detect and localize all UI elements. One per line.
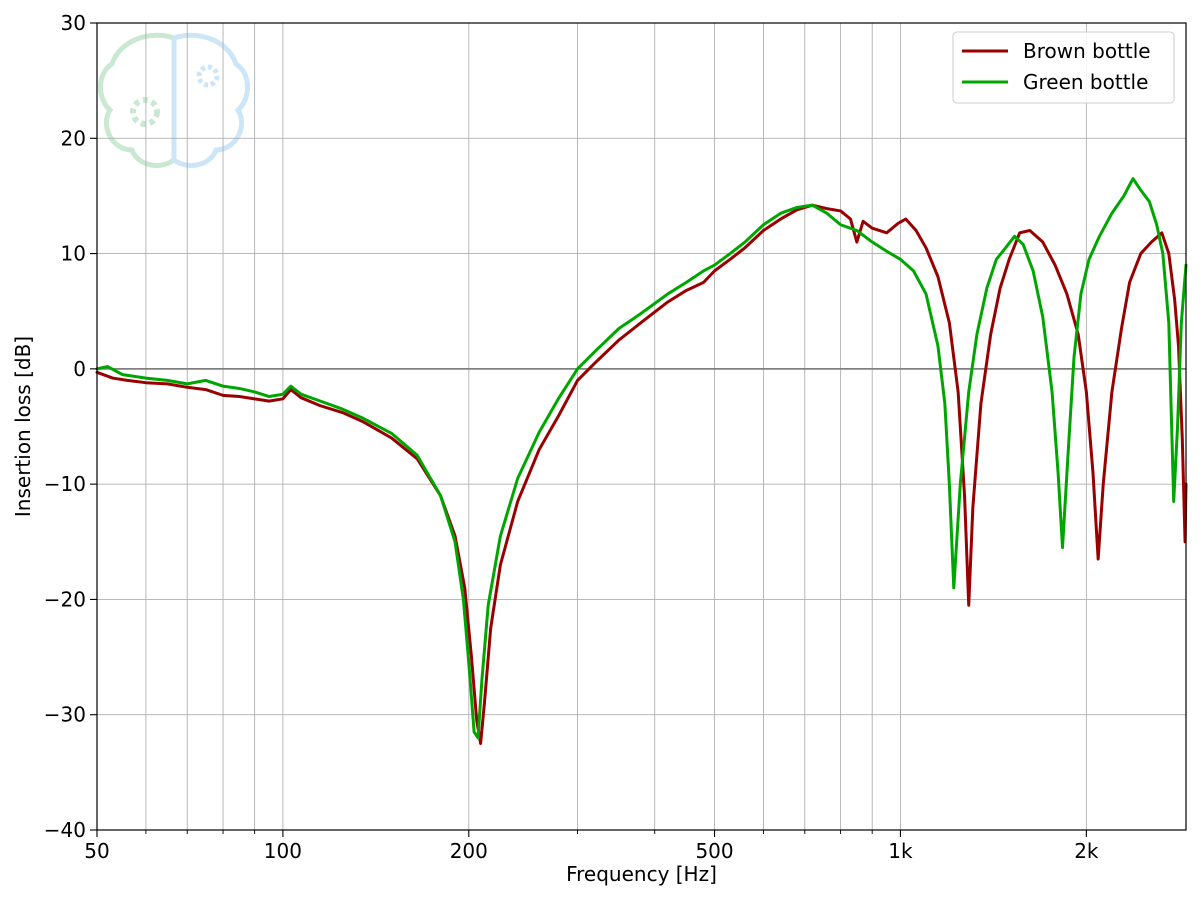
- y-axis-label: Insertion loss [dB]: [11, 336, 35, 517]
- y-tick-label: 0: [73, 357, 86, 381]
- legend: Brown bottle Green bottle: [952, 31, 1175, 104]
- x-tick-label: 500: [695, 839, 733, 863]
- x-tick-label: 50: [84, 839, 109, 863]
- legend-box: [952, 31, 1175, 104]
- tick-marks: [90, 22, 1087, 837]
- y-tick-label: −30: [44, 703, 86, 727]
- x-tick-label: 100: [264, 839, 302, 863]
- series-layer: [95, 177, 1188, 746]
- x-tick-label: 200: [450, 839, 488, 863]
- y-tick-label: 10: [61, 242, 86, 266]
- y-tick-label: −20: [44, 587, 86, 611]
- y-tick-label: −40: [44, 818, 86, 842]
- y-tick-label: −10: [44, 472, 86, 496]
- y-tick-label: 30: [61, 11, 86, 35]
- y-tick-label: 20: [61, 126, 86, 150]
- x-axis-label: Frequency [Hz]: [566, 862, 717, 886]
- plot-frame: [96, 22, 1187, 831]
- x-tick-label: 2k: [1074, 839, 1099, 863]
- series-line-green-bottle: [95, 177, 1188, 740]
- x-tick-label: 1k: [888, 839, 913, 863]
- watermark-brain-logo: [98, 32, 250, 168]
- legend-label-brown-bottle: Brown bottle: [1023, 39, 1151, 63]
- legend-label-green-bottle: Green bottle: [1023, 70, 1148, 94]
